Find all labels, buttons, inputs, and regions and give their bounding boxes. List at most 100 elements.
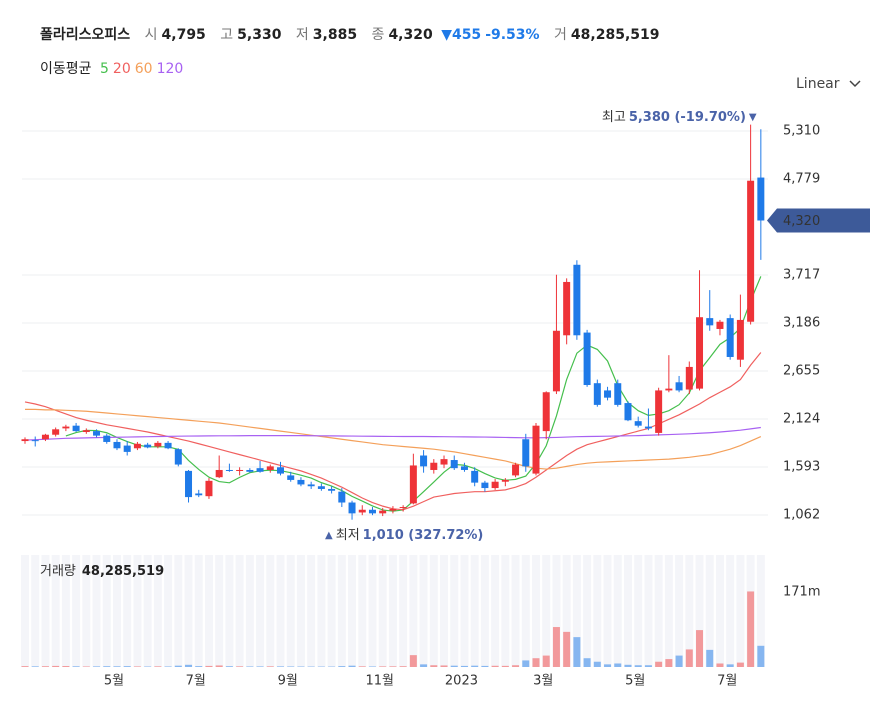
volume-column <box>562 555 571 667</box>
volume-column <box>480 555 489 667</box>
volume-title-value: 48,285,519 <box>82 564 164 579</box>
candle-body <box>317 486 325 489</box>
candle-body <box>685 366 693 390</box>
high-note-label: 최고 <box>602 110 626 125</box>
x-tick-label: 11월 <box>365 674 394 689</box>
volume-bar <box>113 666 121 667</box>
volume-bar <box>348 665 356 667</box>
volume-column <box>348 555 357 667</box>
candle-body <box>277 467 284 474</box>
change-pct: -9.53% <box>485 27 540 43</box>
volume-bar <box>501 665 509 667</box>
volume-bar <box>185 664 193 667</box>
volume-bar <box>174 665 182 667</box>
volume-column <box>143 555 152 667</box>
candle-body <box>164 442 172 449</box>
volume-bar <box>41 666 49 667</box>
open-label: 시 <box>144 27 158 43</box>
volume-bar <box>225 666 233 667</box>
volume-column <box>153 555 162 667</box>
volume-bar <box>399 666 407 667</box>
volume-bar <box>338 666 346 667</box>
scale-dropdown[interactable]: Linear <box>796 76 862 92</box>
volume-bar <box>593 661 601 667</box>
volume-column <box>112 555 121 667</box>
candle-body <box>593 383 601 405</box>
volume-bar <box>634 665 642 667</box>
volume-column <box>715 555 724 667</box>
x-tick-label: 3월 <box>533 674 553 689</box>
scale-label: Linear <box>796 76 840 92</box>
candle-body <box>195 493 203 496</box>
candle-body <box>716 321 724 329</box>
volume-column <box>613 555 622 667</box>
volume-bar <box>552 627 560 667</box>
candle-body <box>348 502 356 514</box>
volume-column <box>184 555 193 667</box>
candle-body <box>31 440 39 442</box>
volume-column <box>102 555 111 667</box>
volume-bar <box>430 665 438 667</box>
ma-title: 이동평균 <box>40 61 92 77</box>
volume-bar <box>736 662 744 667</box>
volume-column <box>450 555 459 667</box>
volume-column <box>511 555 520 667</box>
volume-bar <box>256 666 264 667</box>
close-label: 종 <box>371 27 385 43</box>
candle-body <box>491 481 499 489</box>
high-note-arrow: ▼ <box>749 112 757 123</box>
volume-bar <box>583 658 591 667</box>
x-tick-label: 7월 <box>717 674 737 689</box>
volume-column <box>521 555 530 667</box>
volume-bar <box>726 664 734 667</box>
volume-column <box>726 555 735 667</box>
volume-column <box>572 555 581 667</box>
volume-bar <box>103 666 111 667</box>
candle-body <box>552 330 560 392</box>
volume-bar <box>236 666 244 667</box>
candle-body <box>174 449 182 465</box>
low-value: 3,885 <box>312 27 358 43</box>
volume-column <box>92 555 101 667</box>
ma-legend-entry: 20 <box>112 61 131 77</box>
y-tick-label: 3,717 <box>783 267 820 282</box>
volume-bar <box>420 664 428 667</box>
candle-body <box>440 459 448 465</box>
volume-bar <box>62 666 70 667</box>
volume-bar <box>450 665 458 667</box>
candle-body <box>185 470 193 498</box>
volume-column <box>31 555 40 667</box>
candle-body <box>368 509 376 514</box>
volume-bar <box>195 666 203 667</box>
candle-body <box>460 466 468 470</box>
change: ▼455 <box>441 27 482 43</box>
volume-column <box>623 555 632 667</box>
volume-column <box>532 555 540 667</box>
volume-tick-label: 171m <box>783 584 820 599</box>
volume-column <box>21 555 29 667</box>
low-note-text: 1,010 (327.72%) <box>363 528 484 543</box>
volume-column <box>756 555 765 667</box>
volume-bar <box>205 665 213 667</box>
volume-bar <box>368 666 376 667</box>
volume-column <box>337 555 346 667</box>
volume-bar <box>409 655 417 667</box>
volume-title: 거래량 48,285,519 <box>40 564 164 579</box>
volume-column <box>378 555 387 667</box>
volume-bar <box>716 663 724 667</box>
candle-body <box>583 332 591 386</box>
volume-bar <box>481 665 489 667</box>
ma-line <box>24 426 761 441</box>
high-note: 최고 5,380 (-19.70%) ▼ <box>602 110 757 125</box>
candle-body <box>430 462 438 470</box>
volume-column <box>123 555 132 667</box>
candle-body <box>736 319 744 360</box>
volume-bar <box>747 591 755 667</box>
volume-column <box>204 555 213 667</box>
volume-column <box>388 555 397 667</box>
volume-column <box>583 555 592 667</box>
volume-column <box>654 555 663 667</box>
y-tick-label: 2,124 <box>783 411 820 426</box>
